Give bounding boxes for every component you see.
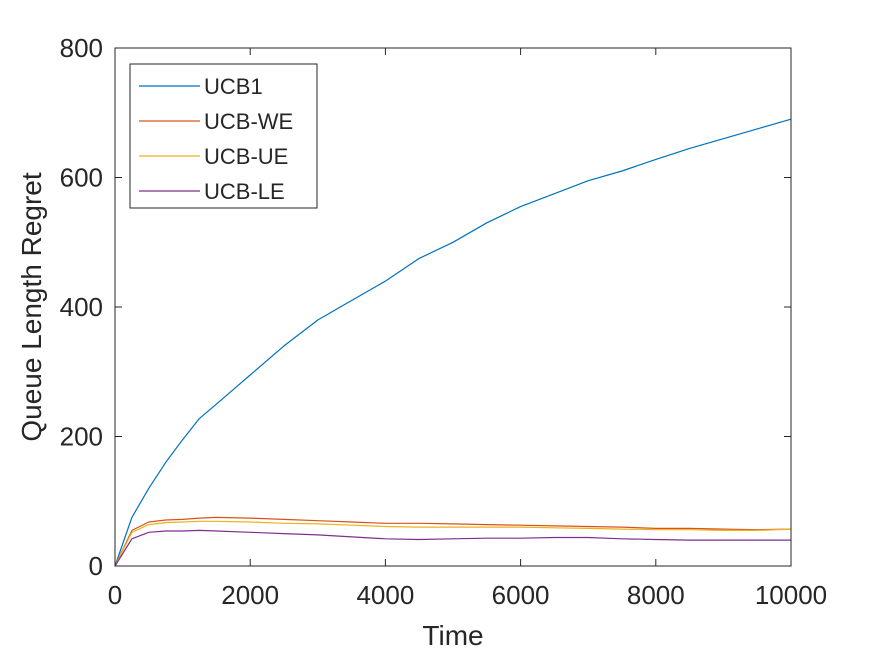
x-tick-label: 2000 <box>221 580 279 610</box>
x-axis-label: Time <box>422 620 483 651</box>
series-line-ucb-we <box>114 516 792 567</box>
legend-box <box>129 63 318 209</box>
y-tick-label: 600 <box>60 163 103 193</box>
y-tick-label: 0 <box>89 551 103 581</box>
x-tick-label: 10000 <box>755 580 827 610</box>
x-tick-label: 0 <box>108 580 122 610</box>
series-line-ucb-le <box>114 529 791 567</box>
ticks-layer: 0 2000 4000 6000 8000 10000 0 200 400 600 800 <box>60 33 828 610</box>
legend: UCB1 UCB-WE UCB-UE UCB-LE <box>129 63 318 209</box>
x-tick-label: 4000 <box>356 580 414 610</box>
y-tick-label: 200 <box>60 422 103 452</box>
series-layer <box>114 118 792 567</box>
legend-label-ucb-ue: UCB-UE <box>204 144 288 169</box>
y-tick-label: 800 <box>60 33 103 63</box>
y-tick-label: 400 <box>60 292 103 322</box>
legend-label-ucb-le: UCB-LE <box>204 179 285 204</box>
y-axis-label: Queue Length Regret <box>16 172 47 442</box>
x-tick-label: 6000 <box>492 580 550 610</box>
series-line-ucb-ue <box>114 520 792 567</box>
legend-label-ucb-we: UCB-WE <box>204 109 293 134</box>
x-tick-label: 8000 <box>627 580 685 610</box>
series-line-ucb1 <box>114 118 792 567</box>
legend-label-ucb1: UCB1 <box>204 74 263 99</box>
